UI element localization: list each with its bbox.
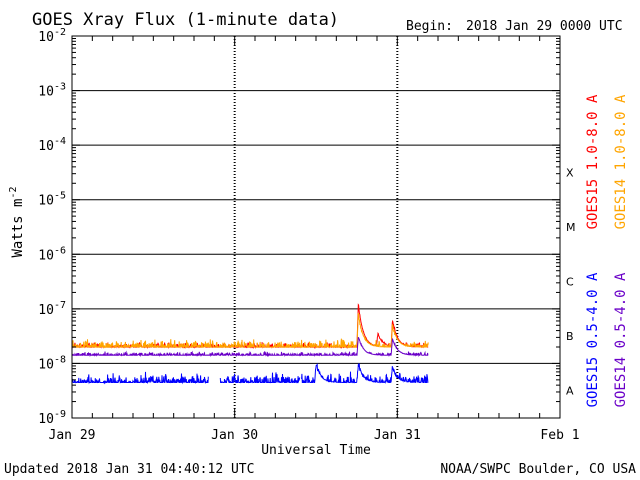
legend: GOES15 1.0-8.0 A GOES15 0.5-4.0 A GOES14 1… — [585, 94, 629, 407]
x-axis-label: Universal Time — [261, 443, 371, 458]
plot-area — [72, 36, 560, 418]
y-tick-label: 10-9 — [38, 409, 66, 427]
legend-text: GOES15 0.5-4.0 A — [585, 272, 601, 407]
series-goes14-1-0-8-0-a — [71, 312, 429, 349]
y-tick-label: 10-7 — [38, 300, 66, 318]
legend-entry: GOES14 1.0-8.0 A — [613, 94, 629, 229]
series-layer — [71, 303, 429, 385]
x-tick-label: Jan 29 — [49, 428, 96, 443]
flare-class-label: B — [566, 330, 574, 343]
flare-class-label: A — [566, 385, 574, 398]
flare-class-label: M — [566, 221, 576, 234]
x-tick-label: Jan 31 — [374, 428, 421, 443]
flare-class-label: C — [566, 276, 574, 289]
legend-entry: GOES14 0.5-4.0 A — [613, 272, 629, 407]
begin-value: 2018 Jan 29 0000 UTC — [466, 19, 623, 34]
updated-timestamp: Updated 2018 Jan 31 04:40:12 UTC — [4, 462, 254, 477]
legend-text: GOES14 0.5-4.0 A — [613, 272, 629, 407]
flare-class-label: X — [566, 166, 574, 179]
series-goes14-0-5-4-0-a — [71, 336, 429, 358]
x-tick-label: Feb 1 — [540, 428, 579, 443]
y-tick-label: 10-5 — [38, 191, 66, 209]
chart-title: GOES Xray Flux (1-minute data) — [32, 10, 339, 30]
y-tick-label: 10-2 — [38, 27, 66, 45]
begin-label: Begin: — [406, 19, 453, 34]
y-tick-label: 10-8 — [38, 354, 66, 372]
legend-text: GOES15 1.0-8.0 A — [585, 94, 601, 229]
svg-text:Watts m-2: Watts m-2 — [8, 186, 26, 257]
legend-text: GOES14 1.0-8.0 A — [613, 94, 629, 229]
credit-text: NOAA/SWPC Boulder, CO USA — [440, 462, 636, 477]
x-tick-label: Jan 30 — [211, 428, 258, 443]
plot-frame — [71, 35, 561, 419]
y-tick-label: 10-4 — [38, 136, 66, 154]
y-tick-label: 10-6 — [38, 245, 66, 263]
legend-entry: GOES15 0.5-4.0 A — [585, 272, 601, 407]
legend-entry: GOES15 1.0-8.0 A — [585, 94, 601, 229]
y-axis-label: Watts m-2 — [8, 186, 26, 257]
flare-class-labels: X M C B A — [566, 166, 576, 397]
y-tick-labels: 10-2 10-3 10-4 10-5 10-6 10-7 10-8 10-9 — [38, 27, 66, 427]
y-tick-label: 10-3 — [38, 82, 66, 100]
series-goes15-0-5-4-0-a — [71, 362, 429, 385]
plot-background — [72, 36, 560, 418]
x-tick-labels: Jan 29 Jan 30 Jan 31 Feb 1 — [49, 428, 580, 443]
